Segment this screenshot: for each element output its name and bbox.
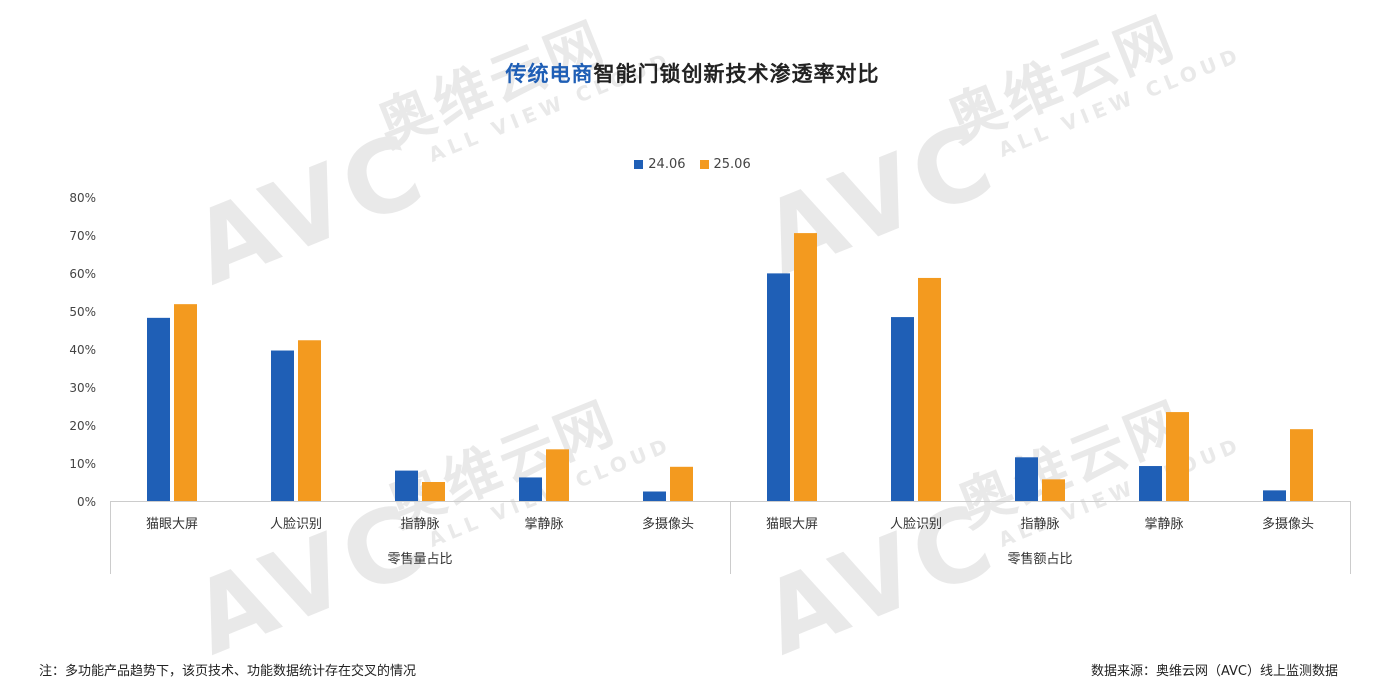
bar-2406 [271, 350, 294, 501]
y-tick-label: 20% [69, 419, 96, 433]
chart-title: 传统电商智能门锁创新技术渗透率对比 [0, 58, 1385, 88]
legend-label-2506: 25.06 [713, 157, 751, 172]
data-source: 数据来源：奥维云网（AVC）线上监测数据 [1090, 664, 1338, 679]
legend-item-2406: 24.06 [634, 157, 686, 172]
x-category-label: 掌静脉 [1144, 517, 1183, 532]
bar-2506 [546, 449, 569, 501]
footnote: 注：多功能产品趋势下，该页技术、功能数据统计存在交叉的情况 [39, 664, 417, 679]
bar-2406 [519, 477, 542, 501]
y-tick-label: 70% [69, 229, 96, 243]
legend-swatch-2406 [634, 160, 644, 169]
x-category-label: 指静脉 [1020, 517, 1059, 532]
x-category-label: 人脸识别 [890, 517, 942, 532]
legend-swatch-2506 [699, 160, 709, 169]
bar-2506 [1042, 479, 1065, 501]
x-category-label: 多摄像头 [1262, 516, 1314, 532]
bar-2506 [1290, 429, 1313, 501]
bar-2406 [1015, 457, 1038, 501]
y-tick-label: 10% [69, 457, 96, 471]
bar-2406 [891, 317, 914, 501]
bar-2406 [1263, 490, 1286, 501]
bar-2406 [767, 273, 790, 501]
x-category-label: 掌静脉 [524, 517, 563, 532]
legend-label-2406: 24.06 [648, 157, 686, 172]
bar-2506 [670, 466, 693, 501]
bar-2506 [794, 233, 817, 501]
chart-title-rest: 智能门锁创新技术渗透率对比 [593, 62, 880, 86]
y-tick-label: 60% [69, 267, 96, 281]
y-tick-label: 50% [69, 305, 96, 319]
x-category-label: 多摄像头 [642, 516, 694, 532]
x-category-label: 指静脉 [400, 517, 439, 532]
bar-2506 [1166, 412, 1189, 501]
bar-2506 [298, 340, 321, 501]
bar-2506 [422, 482, 445, 501]
x-category-label: 猫眼大屏 [146, 517, 198, 532]
x-group-label: 零售额占比 [1007, 551, 1072, 567]
bar-2406 [147, 317, 170, 501]
x-group-label: 零售量占比 [387, 551, 452, 567]
chart-title-highlight: 传统电商 [505, 62, 594, 86]
bar-2406 [1139, 466, 1162, 501]
legend-item-2506: 25.06 [699, 157, 751, 172]
y-tick-label: 0% [77, 495, 96, 509]
bar-2406 [643, 491, 666, 501]
y-tick-label: 30% [69, 381, 96, 395]
x-category-label: 猫眼大屏 [766, 517, 818, 532]
bar-2406 [395, 470, 418, 501]
y-tick-label: 40% [69, 343, 96, 357]
bar-2506 [918, 277, 941, 501]
chart-legend: 24.06 25.06 [0, 157, 1385, 172]
x-category-label: 人脸识别 [270, 517, 322, 532]
y-tick-label: 80% [69, 191, 96, 205]
bar-2506 [174, 304, 197, 501]
